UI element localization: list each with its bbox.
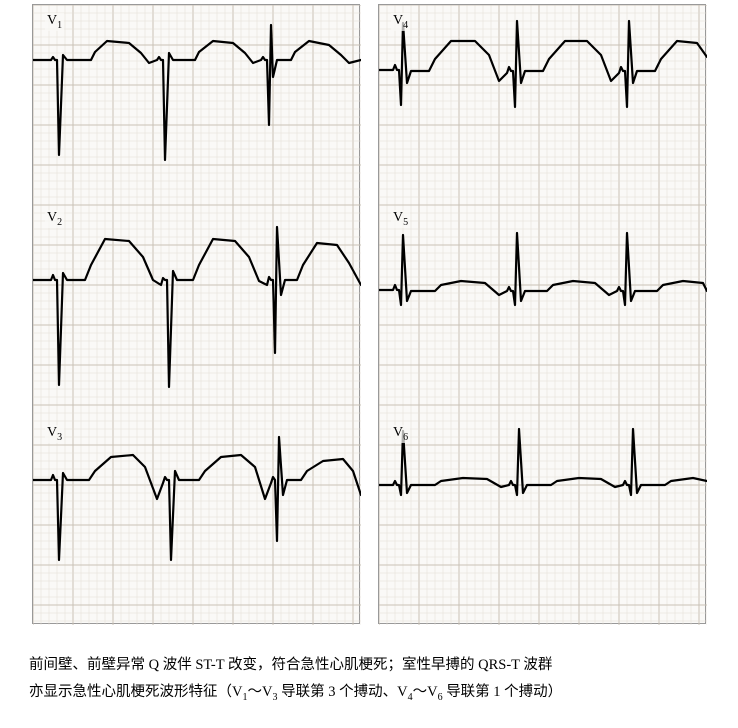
lead-label-v1: V1 bbox=[45, 13, 64, 31]
ecg-panel-right: V4 V5 V6 bbox=[378, 4, 706, 624]
ecg-panel-left: V1 V2 V3 bbox=[32, 4, 360, 624]
lead-label-v5: V5 bbox=[391, 210, 410, 228]
lead-label-v4: V4 bbox=[391, 13, 410, 31]
lead-label-v2: V2 bbox=[45, 210, 64, 228]
ecg-trace-v3 bbox=[33, 437, 361, 560]
lead-label-v3: V3 bbox=[45, 425, 64, 443]
ecg-trace-v4 bbox=[379, 21, 707, 107]
ecg-trace-v6 bbox=[379, 429, 707, 495]
ecg-trace-v1 bbox=[33, 25, 361, 160]
ecg-trace-v2 bbox=[33, 227, 361, 387]
ecg-panels: V1 V2 V3 V4 V5 V6 bbox=[32, 4, 706, 624]
lead-label-v6: V6 bbox=[391, 425, 410, 443]
figure-caption: 前间壁、前壁异常 Q 波伴 ST-T 改变，符合急性心肌梗死；室性早搏的 QRS… bbox=[29, 652, 709, 707]
ecg-trace-v5 bbox=[379, 233, 707, 305]
